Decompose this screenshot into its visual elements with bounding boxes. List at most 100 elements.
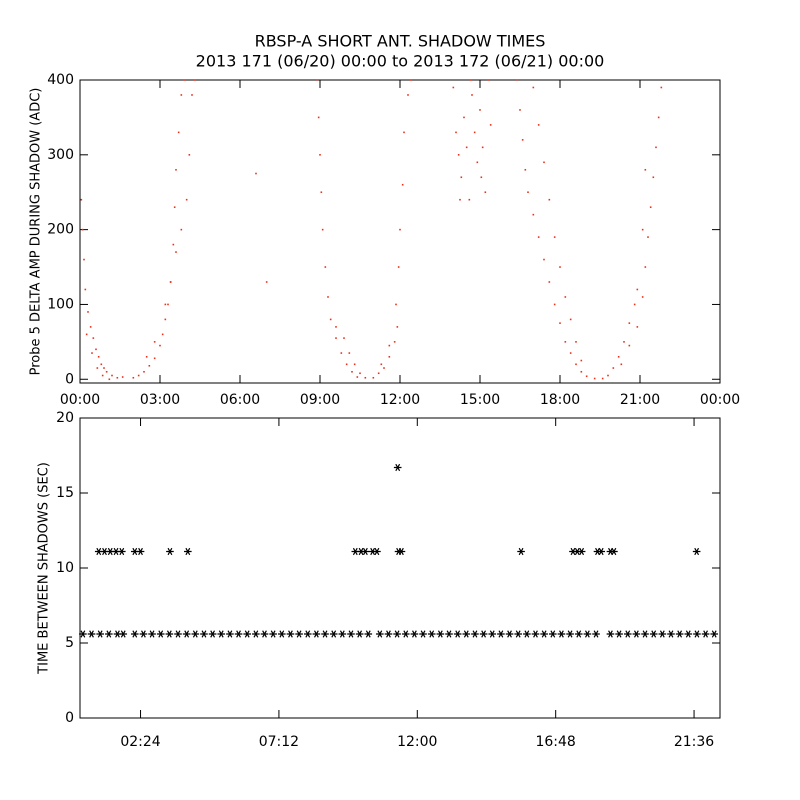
data-point: [143, 370, 145, 373]
data-point: [517, 547, 525, 556]
data-point: [401, 183, 404, 186]
data-point: [592, 630, 600, 638]
data-point: [295, 630, 303, 638]
data-point: [269, 630, 277, 638]
data-point: [580, 359, 583, 362]
data-point: [164, 318, 167, 321]
x-tick-label: 21:36: [674, 734, 714, 750]
data-point: [139, 630, 148, 638]
data-point: [356, 376, 359, 378]
data-point: [473, 131, 476, 134]
data-point: [91, 352, 93, 354]
data-point: [119, 630, 128, 638]
data-point: [597, 547, 606, 556]
data-point: [351, 370, 353, 373]
data-point: [524, 168, 527, 171]
data-point: [607, 374, 609, 377]
data-point: [191, 630, 200, 638]
data-point: [469, 79, 472, 81]
data-point: [540, 630, 548, 638]
data-point: [191, 94, 193, 96]
data-point: [111, 374, 113, 377]
data-point: [177, 131, 180, 134]
data-point: [116, 376, 119, 379]
data-point: [675, 630, 684, 638]
x-tick-label: 03:00: [140, 392, 180, 408]
data-point: [397, 266, 400, 268]
data-point: [340, 352, 343, 354]
data-point: [153, 357, 156, 360]
data-point: [537, 124, 540, 126]
data-point: [145, 356, 148, 358]
data-point: [583, 630, 592, 638]
data-point: [393, 630, 401, 638]
data-point: [564, 296, 567, 298]
data-point: [383, 367, 385, 369]
data-point: [553, 303, 556, 306]
data-point: [516, 79, 519, 81]
data-point: [335, 326, 337, 328]
data-point: [388, 344, 391, 347]
y-tick-label: 10: [56, 560, 74, 576]
data-point: [395, 303, 397, 306]
data-point: [463, 116, 465, 119]
data-point: [153, 341, 156, 343]
y-tick-label: 15: [56, 485, 74, 501]
data-point: [320, 191, 323, 194]
data-point: [610, 547, 618, 556]
data-point: [575, 341, 577, 343]
data-point: [260, 630, 269, 638]
data-point: [403, 131, 405, 134]
data-point: [364, 630, 373, 638]
x-tick-label: 07:12: [259, 734, 299, 750]
data-point: [159, 344, 161, 347]
data-point: [559, 322, 561, 324]
data-point: [471, 630, 479, 638]
data-point: [353, 363, 356, 366]
data-point: [83, 258, 85, 261]
data-point: [452, 86, 455, 89]
x-tick-label: 00:00: [700, 392, 740, 408]
chart-subtitle: 2013 171 (06/20) 00:00 to 2013 172 (06/2…: [196, 52, 605, 71]
data-point: [175, 251, 177, 253]
data-point: [615, 630, 623, 638]
data-point: [121, 376, 124, 378]
data-point: [636, 288, 639, 291]
data-point: [92, 337, 95, 339]
data-point: [617, 356, 620, 358]
data-point: [376, 630, 384, 638]
data-point: [489, 124, 492, 126]
data-point: [460, 176, 463, 179]
data-point: [97, 356, 100, 358]
data-point: [80, 198, 83, 201]
data-point: [445, 630, 453, 638]
data-point: [226, 630, 234, 638]
data-point: [543, 258, 545, 261]
y-tick-label: 400: [47, 72, 74, 88]
data-point: [185, 198, 188, 201]
data-point: [521, 139, 524, 141]
data-point: [166, 547, 174, 556]
data-point: [580, 370, 583, 373]
y-tick-label: 20: [56, 410, 74, 426]
data-point: [101, 374, 104, 377]
data-point: [569, 352, 572, 354]
data-point: [628, 322, 631, 324]
data-point: [553, 236, 556, 238]
data-point: [559, 266, 561, 268]
data-point: [286, 630, 295, 638]
data-point: [693, 630, 701, 638]
data-point: [655, 146, 657, 149]
data-point: [338, 630, 347, 638]
data-point: [465, 146, 468, 149]
data-point: [710, 630, 719, 638]
x-tick-label: 21:00: [620, 392, 660, 408]
data-point: [649, 630, 658, 638]
data-point: [89, 326, 92, 328]
data-point: [601, 377, 604, 380]
data-point: [136, 547, 145, 556]
data-point: [537, 236, 540, 238]
data-point: [476, 161, 479, 164]
data-point: [372, 376, 375, 379]
